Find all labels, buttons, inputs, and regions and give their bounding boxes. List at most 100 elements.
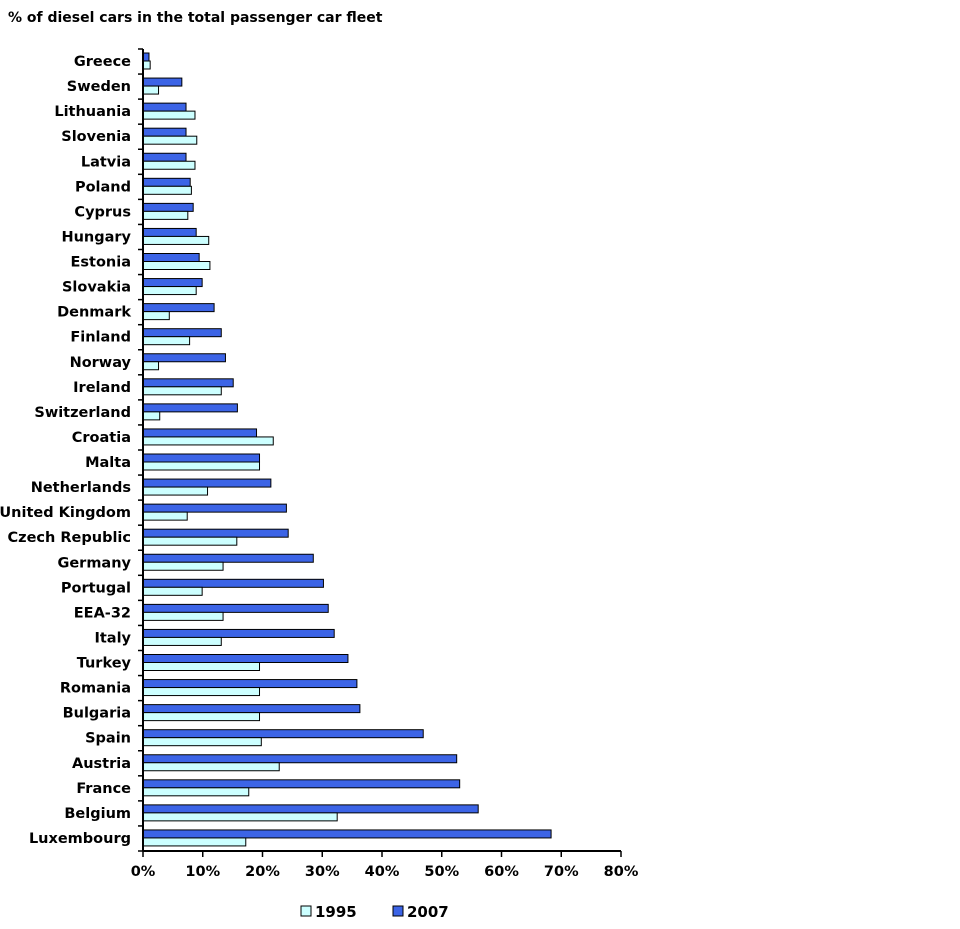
bar-1995-malta [142,461,261,471]
bar-2007-slovakia [142,278,203,288]
category-label-sweden: Sweden [67,79,131,95]
bar-1995-france [142,787,250,797]
bar-2007-portugal [142,578,324,588]
category-label-united-kingdom: United Kingdom [0,505,131,521]
category-label-norway: Norway [70,355,132,371]
bar-1995-belgium [142,812,338,822]
axes-layer [138,48,622,857]
x-tick-label-10: 10% [185,864,220,880]
category-label-luxembourg: Luxembourg [29,831,131,847]
bar-2007-sweden [142,77,183,87]
bar-2007-croatia [142,428,258,438]
bar-2007-spain [142,729,424,739]
bar-2007-lithuania [142,102,187,112]
legend-label-1995: 1995 [315,903,357,921]
labels-layer: Greece Sweden Lithuania Slovenia Latvia Polan… [0,54,639,880]
bars-layer [142,52,552,847]
x-tick-label-60: 60% [484,864,519,880]
category-label-slovakia: Slovakia [62,280,131,296]
bar-2007-finland [142,328,222,338]
bar-1995-slovenia [142,135,198,145]
chart-title: % of diesel cars in the total passenger … [8,10,383,26]
bar-1995-denmark [142,311,170,321]
category-label-netherlands: Netherlands [31,480,131,496]
category-label-spain: Spain [85,731,131,747]
x-tick-label-80: 80% [604,864,639,880]
bar-1995-eea-32 [142,611,224,621]
bar-2007-cyprus [142,202,194,212]
bar-2007-luxembourg [142,829,552,839]
bar-1995-portugal [142,586,203,596]
bar-2007-united-kingdom [142,503,287,513]
category-label-ireland: Ireland [73,380,131,396]
bar-1995-luxembourg [142,837,247,847]
bar-1995-cyprus [142,210,189,220]
bar-2007-turkey [142,654,349,663]
category-label-latvia: Latvia [81,154,131,170]
bar-1995-bulgaria [142,712,261,722]
category-label-bulgaria: Bulgaria [63,706,131,722]
x-tick-label-70: 70% [544,864,579,880]
category-label-belgium: Belgium [64,806,131,822]
category-label-greece: Greece [74,54,131,70]
bar-1995-czech-republic [142,536,238,546]
bar-1995-poland [142,185,192,195]
bar-2007-romania [142,679,358,689]
bar-1995-croatia [142,436,274,446]
bar-1995-norway [142,361,160,371]
legend-swatch-1995 [300,905,312,917]
bar-2007-norway [142,353,226,363]
bar-2007-france [142,779,461,789]
bar-1995-turkey [142,662,261,671]
bar-2007-bulgaria [142,704,361,714]
bar-1995-spain [142,737,262,747]
bar-1995-lithuania [142,110,196,120]
bar-1995-united-kingdom [142,511,188,521]
bar-1995-slovakia [142,286,197,296]
category-label-slovenia: Slovenia [61,129,131,145]
category-label-malta: Malta [85,455,131,471]
category-label-germany: Germany [57,555,131,571]
bar-1995-finland [142,336,191,346]
category-label-finland: Finland [70,330,131,346]
bar-1995-greece [142,60,151,70]
x-tick-label-40: 40% [365,864,400,880]
bar-2007-austria [142,754,458,764]
bar-2007-denmark [142,303,215,313]
bar-2007-poland [142,177,191,187]
bar-2007-hungary [142,227,197,237]
category-label-czech-republic: Czech Republic [8,530,132,546]
x-tick-label-0: 0% [131,864,156,880]
bar-1995-hungary [142,235,210,245]
bar-1995-germany [142,561,224,571]
bar-2007-slovenia [142,127,187,137]
bar-1995-sweden [142,85,160,95]
category-label-switzerland: Switzerland [34,405,131,421]
bar-2007-estonia [142,253,200,262]
x-tick-label-20: 20% [245,864,280,880]
legend: 1995 2007 [300,903,449,921]
bar-1995-italy [142,636,222,646]
x-tick-label-30: 30% [305,864,340,880]
bar-2007-eea-32 [142,603,329,613]
category-label-turkey: Turkey [77,656,132,672]
bar-1995-switzerland [142,411,161,421]
category-label-croatia: Croatia [72,430,131,446]
bar-2007-czech-republic [142,528,289,538]
category-label-cyprus: Cyprus [74,204,131,220]
category-label-romania: Romania [60,681,131,697]
category-label-hungary: Hungary [61,229,131,245]
bar-2007-malta [142,453,261,463]
category-label-portugal: Portugal [61,580,131,596]
category-label-estonia: Estonia [70,255,131,271]
bar-1995-austria [142,762,280,772]
category-label-poland: Poland [75,179,131,195]
category-label-eea-32: EEA-32 [74,605,131,621]
legend-swatch-2007 [392,905,404,917]
category-label-lithuania: Lithuania [54,104,131,120]
bar-2007-italy [142,628,335,638]
legend-label-2007: 2007 [407,903,449,921]
category-label-austria: Austria [72,756,131,772]
bar-2007-netherlands [142,478,272,488]
